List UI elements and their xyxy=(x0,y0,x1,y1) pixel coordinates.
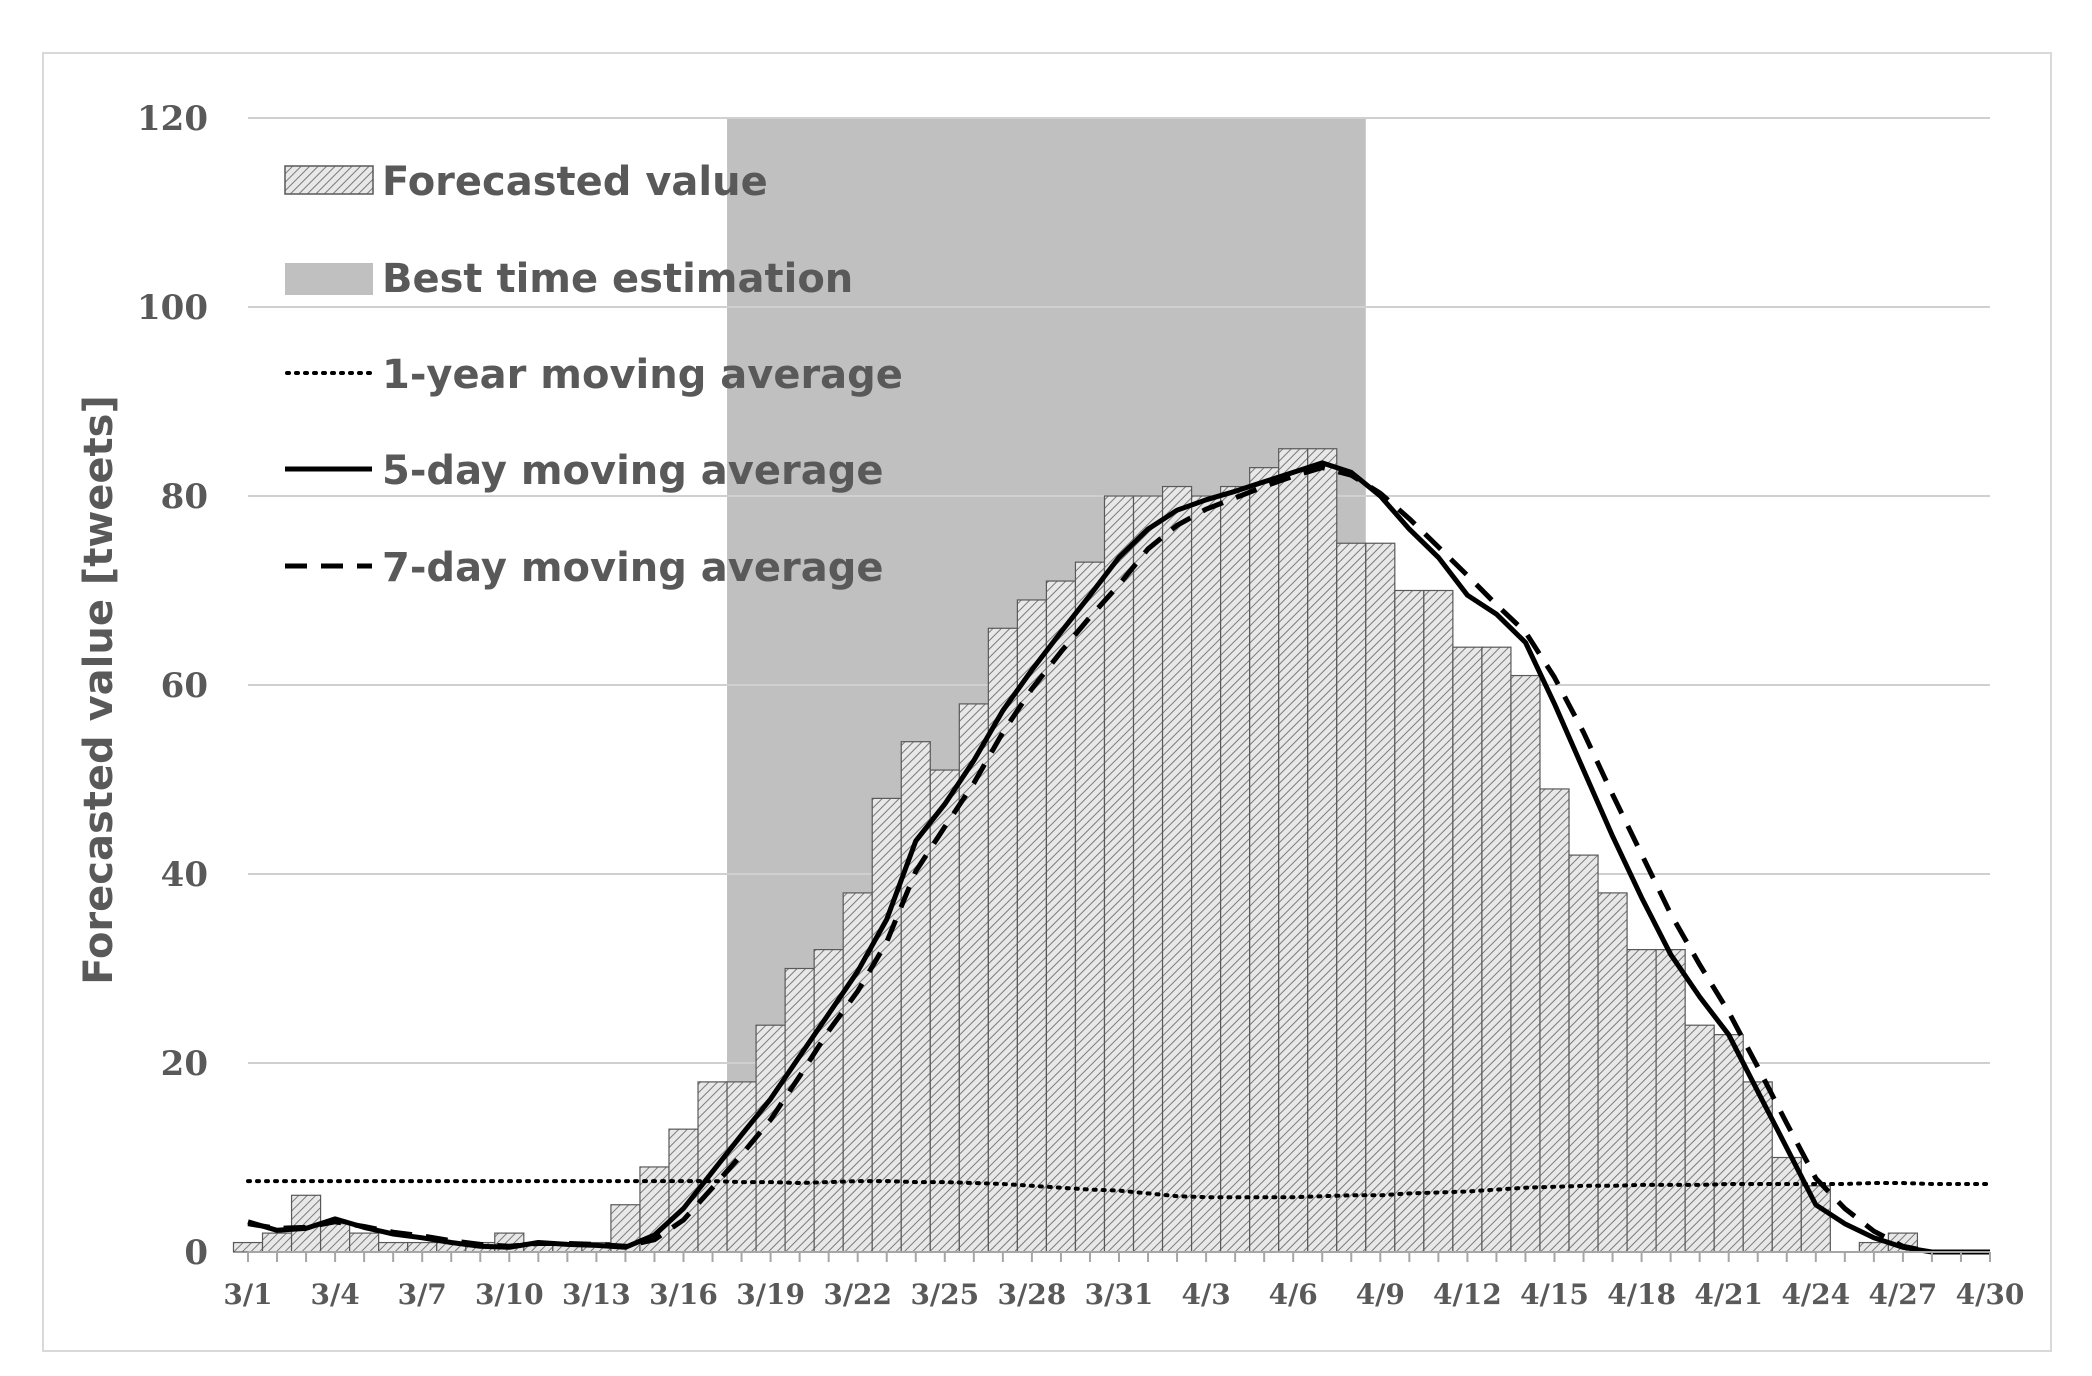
bar-4-3 xyxy=(1190,495,1222,1253)
bar-3-30 xyxy=(1074,561,1106,1253)
x-tick-label-3-13: 3/13 xyxy=(562,1278,631,1311)
bar-4-16 xyxy=(1568,854,1599,1253)
y-tick-label-100: 100 xyxy=(137,288,208,328)
legend-label-forecasted: Forecasted value xyxy=(382,159,768,205)
legend-swatch-forecasted xyxy=(284,165,374,195)
bar-3-20 xyxy=(784,967,815,1253)
bar-4-19 xyxy=(1655,948,1686,1253)
x-tick-label-3-31: 3/31 xyxy=(1085,1278,1154,1311)
bar-4-2 xyxy=(1161,485,1193,1253)
x-tick-label-3-25: 3/25 xyxy=(910,1278,979,1311)
y-tick-label-80: 80 xyxy=(161,477,208,517)
lines xyxy=(246,460,1992,1255)
x-tick-label-4-21: 4/21 xyxy=(1694,1278,1763,1311)
x-tick-label-4-6: 4/6 xyxy=(1269,1278,1318,1311)
legend-swatch-best-time xyxy=(285,263,373,295)
bar-3-31 xyxy=(1103,495,1135,1253)
x-tick-label-4-18: 4/18 xyxy=(1607,1278,1676,1311)
bar-3-19 xyxy=(755,1024,786,1253)
legend-label-best-time: Best time estimation xyxy=(382,256,853,302)
x-tick-label-3-19: 3/19 xyxy=(736,1278,805,1311)
bar-3-2 xyxy=(261,1232,293,1253)
bar-4-26 xyxy=(1858,1241,1889,1253)
bar-3-22 xyxy=(842,892,873,1253)
x-tick-label-4-3: 4/3 xyxy=(1181,1278,1230,1311)
x-tick-label-3-1: 3/1 xyxy=(223,1278,272,1311)
bar-3-16 xyxy=(668,1128,699,1253)
x-tick-label-3-28: 3/28 xyxy=(998,1278,1067,1311)
bar-3-7 xyxy=(407,1241,438,1253)
bar-4-6 xyxy=(1278,448,1309,1253)
y-axis-label: Forecasted value [tweets] xyxy=(76,395,122,985)
bar-3-1 xyxy=(232,1241,264,1253)
bar-4-1 xyxy=(1132,495,1164,1253)
bar-3-6 xyxy=(378,1241,409,1253)
bar-4-21 xyxy=(1713,1034,1744,1253)
bar-4-24 xyxy=(1800,1185,1831,1253)
series-7-day-moving-average xyxy=(247,465,1990,1255)
bar-3-26 xyxy=(958,703,989,1253)
legend-label-1-year: 1-year moving average xyxy=(382,352,903,398)
bar-3-17 xyxy=(697,1081,728,1253)
bar-3-24 xyxy=(900,741,931,1253)
bar-4-12 xyxy=(1452,646,1483,1253)
bar-4-14 xyxy=(1510,674,1541,1253)
series-1-year-moving-average xyxy=(246,1179,1992,1200)
x-tick-label-3-7: 3/7 xyxy=(398,1278,447,1311)
bar-4-9 xyxy=(1365,542,1396,1253)
x-tick-label-3-4: 3/4 xyxy=(310,1278,359,1311)
y-tick-label-40: 40 xyxy=(161,855,208,895)
bar-3-4 xyxy=(319,1223,351,1253)
bar-4-8 xyxy=(1336,542,1367,1253)
bars xyxy=(232,448,1919,1253)
y-tick-label-20: 20 xyxy=(161,1044,208,1084)
bar-4-20 xyxy=(1684,1024,1715,1253)
x-tick-label-4-27: 4/27 xyxy=(1869,1278,1938,1311)
bar-3-29 xyxy=(1045,580,1077,1253)
bar-4-15 xyxy=(1539,788,1570,1253)
legend: Forecasted value Best time estimation 1-… xyxy=(284,159,903,591)
x-tick-label-3-10: 3/10 xyxy=(475,1278,544,1311)
bar-4-7 xyxy=(1307,448,1338,1253)
x-tick-label-4-9: 4/9 xyxy=(1356,1278,1405,1311)
bar-4-18 xyxy=(1626,948,1657,1253)
bar-3-25 xyxy=(929,769,960,1253)
bar-4-4 xyxy=(1220,485,1251,1253)
bar-4-11 xyxy=(1423,589,1454,1253)
bar-4-13 xyxy=(1481,646,1512,1253)
bar-4-17 xyxy=(1597,892,1628,1253)
x-tick-label-3-22: 3/22 xyxy=(823,1278,892,1311)
x-tick-label-4-12: 4/12 xyxy=(1433,1278,1502,1311)
bar-4-10 xyxy=(1394,589,1425,1253)
y-tick-label-0: 0 xyxy=(184,1233,208,1273)
bar-3-5 xyxy=(349,1232,380,1253)
bar-3-27 xyxy=(987,627,1018,1253)
legend-label-5-day: 5-day moving average xyxy=(382,448,883,494)
y-tick-label-60: 60 xyxy=(161,666,208,706)
x-tick-label-3-16: 3/16 xyxy=(649,1278,718,1311)
legend-label-7-day: 7-day moving average xyxy=(382,545,883,591)
y-tick-label-120: 120 xyxy=(137,99,208,139)
x-tick-label-4-24: 4/24 xyxy=(1781,1278,1850,1311)
x-tick-label-4-30: 4/30 xyxy=(1956,1278,2025,1311)
axes: 3/1 3/4 3/7 3/10 3/13 3/16 3/19 3/22 3/25 3/28 3/3… xyxy=(223,1251,2025,1311)
bar-4-5 xyxy=(1249,467,1280,1253)
bar-3-28 xyxy=(1016,599,1048,1253)
bar-3-23 xyxy=(871,797,902,1253)
x-tick-label-4-15: 4/15 xyxy=(1520,1278,1589,1311)
